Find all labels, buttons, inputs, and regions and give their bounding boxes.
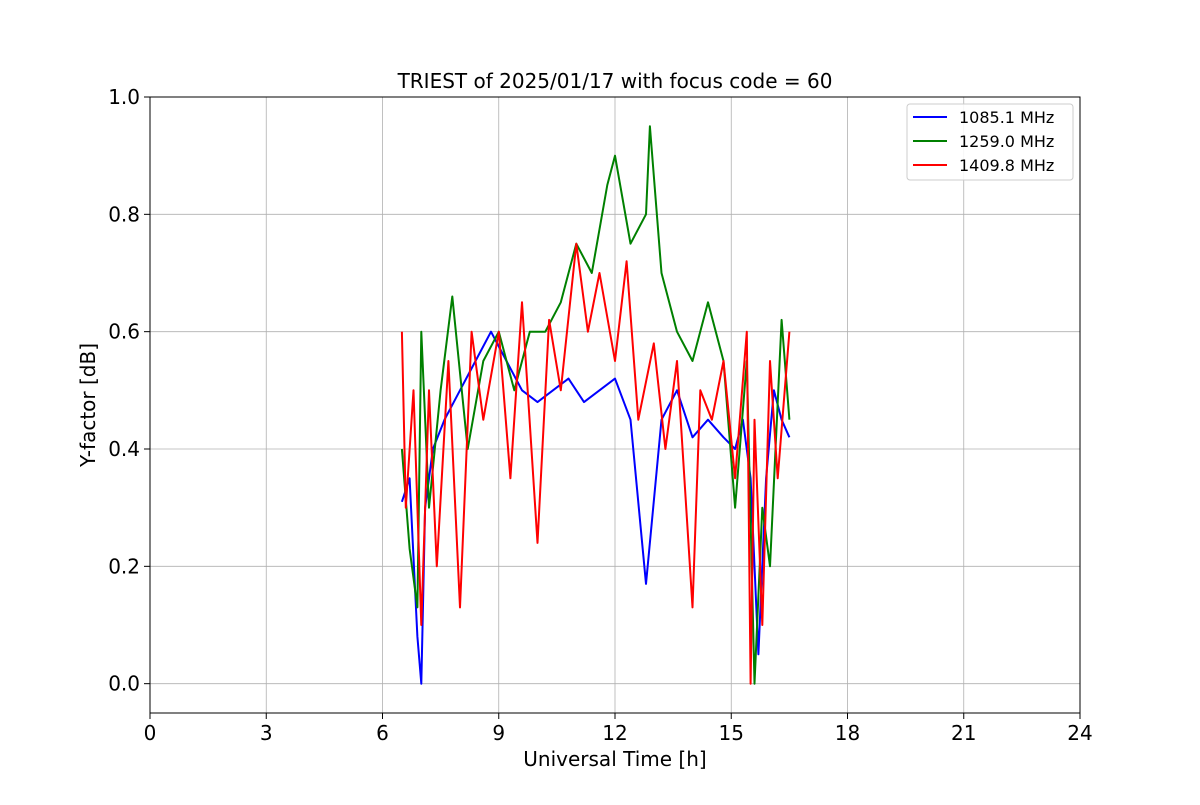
series-line-2 (400, 242, 791, 685)
legend-box (906, 103, 1074, 181)
x-tick-label: 6 (376, 721, 389, 745)
y-axis-label: Y-factor [dB] (76, 343, 100, 468)
x-axis-ticks: 0 3 6 9 12 15 18 21 24 (144, 713, 1093, 745)
legend: 1085.1 MHz 1259.0 MHz 1409.8 MHz (906, 103, 1074, 181)
y-axis-ticks: 0.0 0.2 0.4 0.6 0.8 1.0 (108, 85, 150, 696)
y-tick-label: 0.4 (108, 437, 140, 461)
y-tick-label: 0.8 (108, 202, 140, 226)
series-line-1 (400, 125, 791, 685)
legend-label-1: 1259.0 MHz (959, 132, 1054, 151)
x-tick-label: 0 (144, 721, 157, 745)
x-axis-label: Universal Time [h] (523, 747, 706, 771)
x-tick-label: 18 (835, 721, 860, 745)
y-tick-label: 1.0 (108, 85, 140, 109)
x-tick-label: 3 (260, 721, 273, 745)
x-tick-label: 12 (602, 721, 627, 745)
chart-title: TRIEST of 2025/01/17 with focus code = 6… (397, 69, 833, 93)
x-tick-label: 24 (1067, 721, 1092, 745)
series-layer (400, 125, 791, 685)
legend-label-2: 1409.8 MHz (959, 156, 1054, 175)
y-tick-label: 0.6 (108, 320, 140, 344)
y-tick-label: 0.2 (108, 554, 140, 578)
legend-label-0: 1085.1 MHz (959, 108, 1054, 127)
x-tick-label: 9 (492, 721, 505, 745)
y-tick-label: 0.0 (108, 672, 140, 696)
x-tick-label: 15 (719, 721, 744, 745)
x-tick-label: 21 (951, 721, 976, 745)
grid (149, 96, 1081, 713)
